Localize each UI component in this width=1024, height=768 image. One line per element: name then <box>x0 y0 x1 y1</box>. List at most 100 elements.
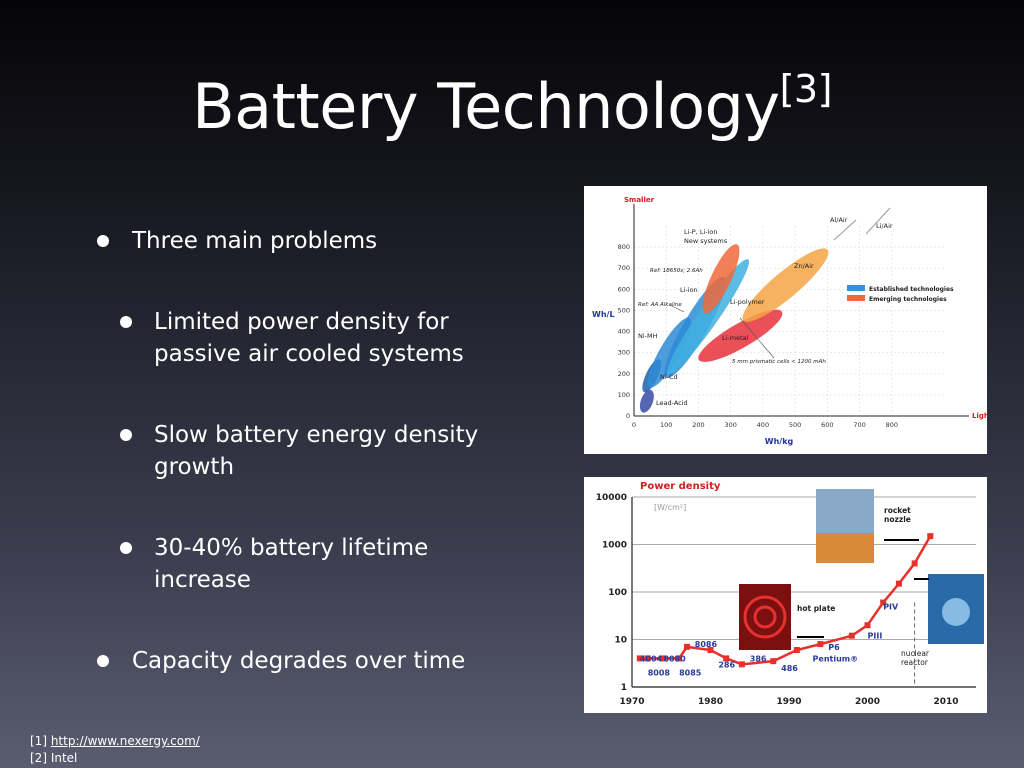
x-tick-label: 2000 <box>855 697 880 707</box>
data-point <box>895 580 902 587</box>
region-li-polymer <box>667 259 750 375</box>
title-reference: [3] <box>779 67 833 111</box>
bullet-capacity: Capacity degrades over time <box>132 648 466 674</box>
annotation: hot plate <box>797 604 835 613</box>
annotation: nozzle <box>884 515 911 524</box>
x-tick-label: 0 <box>632 421 636 429</box>
x-tick-label: 1970 <box>619 697 644 707</box>
bullet-dot <box>97 655 109 667</box>
region-zn-air <box>742 248 829 322</box>
point-label: 486 <box>781 664 798 673</box>
y-tick-label: 400 <box>618 328 630 336</box>
data-point <box>738 661 745 668</box>
region-label: Li-ion <box>680 286 698 294</box>
bullet-list: Three main problems Limited power densit… <box>0 0 580 768</box>
data-point <box>636 655 643 662</box>
legend-swatch <box>847 295 865 301</box>
point-label: 8086 <box>695 640 718 649</box>
region-label: New systems <box>684 237 728 245</box>
leader-line <box>739 317 775 359</box>
data-point <box>683 643 690 650</box>
region-label: Li-P, Li-ion <box>684 228 718 236</box>
bullet-power-density-2: passive air cooled systems <box>154 341 464 367</box>
y-tick-label: 800 <box>618 243 630 251</box>
bullet-lifetime-1: 30-40% battery lifetime <box>154 535 429 561</box>
title-text: Battery Technology <box>192 70 780 143</box>
reference-2: [2] Intel <box>30 751 78 765</box>
x-tick-label: 800 <box>886 421 898 429</box>
annotation: rocket <box>884 506 911 515</box>
annotation: Al/Air <box>830 216 848 224</box>
region-label: Lead-Acid <box>656 399 688 407</box>
region-lead-acid <box>639 389 654 413</box>
data-point <box>793 647 800 654</box>
data-point <box>880 599 887 606</box>
point-label: 8008 <box>648 669 671 678</box>
data-point <box>770 658 777 665</box>
y-tick-label: 10000 <box>596 493 627 503</box>
reactor-glow <box>942 598 970 626</box>
annotation: Ref: 18650s; 2.6Ah <box>650 268 703 274</box>
y-tick-label: 100 <box>608 588 627 598</box>
region-label: Ni-Cd <box>660 373 678 381</box>
region-label: Ni-MH <box>638 332 658 340</box>
region-li-metal <box>698 309 783 362</box>
data-point <box>927 533 934 540</box>
data-point <box>644 655 651 662</box>
hot-plate-image <box>739 584 791 650</box>
bullet-dot <box>97 235 109 247</box>
annotation: nuclear <box>901 649 930 658</box>
y-tick-label: 600 <box>618 285 630 293</box>
point-label: PIII <box>868 632 883 641</box>
point-label: 286 <box>718 660 735 669</box>
energy-density-chart: 0 100 200 300 400 500 600 700 800 0 100 200 300 400 50… <box>584 186 1001 454</box>
data-point <box>848 632 855 639</box>
annotation: 5 mm prismatic cells < 1200 mAh <box>732 359 826 365</box>
point-label: 8085 <box>679 669 702 678</box>
power-density-chart: Power density [W/cm²] 1 10 100 1000 10000 1970 1… <box>584 477 987 713</box>
data-point <box>676 655 683 662</box>
y-tick-label: 300 <box>618 349 630 357</box>
legend-label: Established technologies <box>869 286 954 293</box>
y-tick-label: 0 <box>626 412 630 420</box>
energy-density-svg: 0 100 200 300 400 500 600 700 800 0 100 200 300 400 50… <box>592 196 1001 446</box>
bullet-dot <box>120 542 132 554</box>
x-tick-label: 400 <box>757 421 769 429</box>
corner-label-smaller: Smaller <box>624 196 655 204</box>
region-label: Li-metal <box>722 334 749 342</box>
point-label: P6 <box>828 643 840 652</box>
y-unit-label: [W/cm²] <box>654 503 686 512</box>
data-point <box>707 647 714 654</box>
data-point <box>864 622 871 629</box>
x-tick-label: 500 <box>789 421 801 429</box>
x-tick-label: 100 <box>660 421 672 429</box>
bullet-dot <box>120 429 132 441</box>
x-tick-label: 1990 <box>776 697 801 707</box>
rocket-flame <box>816 533 874 563</box>
x-tick-label: 600 <box>821 421 833 429</box>
x-tick-label: 700 <box>853 421 865 429</box>
reference-1-link[interactable]: http://www.nexergy.com/ <box>50 734 200 748</box>
leader-line <box>669 304 685 313</box>
region-li-p-li-ion-new-systems <box>702 244 740 314</box>
slide-title: Battery Technology[3] <box>0 70 1024 138</box>
point-label: 8080 <box>663 654 686 663</box>
x-axis-label: Wh/kg <box>765 437 794 446</box>
x-tick-label: 2010 <box>933 697 958 707</box>
point-label: 4004 <box>640 654 663 663</box>
data-point <box>660 655 667 662</box>
y-tick-label: 200 <box>618 370 630 378</box>
y-tick-label: 1000 <box>602 541 627 551</box>
x-tick-label: 300 <box>724 421 736 429</box>
bullet-lifetime-2: increase <box>154 567 251 593</box>
y-tick-label: 100 <box>618 391 630 399</box>
y-axis-label: Wh/L <box>592 310 615 319</box>
bullet-dot <box>120 316 132 328</box>
bullet-energy-growth-2: growth <box>154 454 235 480</box>
annotation: Li/Air <box>876 222 893 230</box>
y-tick-label: 10 <box>614 636 627 646</box>
hot-plate-ring <box>743 595 787 639</box>
point-label: Pentium® <box>813 654 859 663</box>
legend-label: Emerging technologies <box>869 296 947 303</box>
point-label: PIV <box>883 602 899 611</box>
